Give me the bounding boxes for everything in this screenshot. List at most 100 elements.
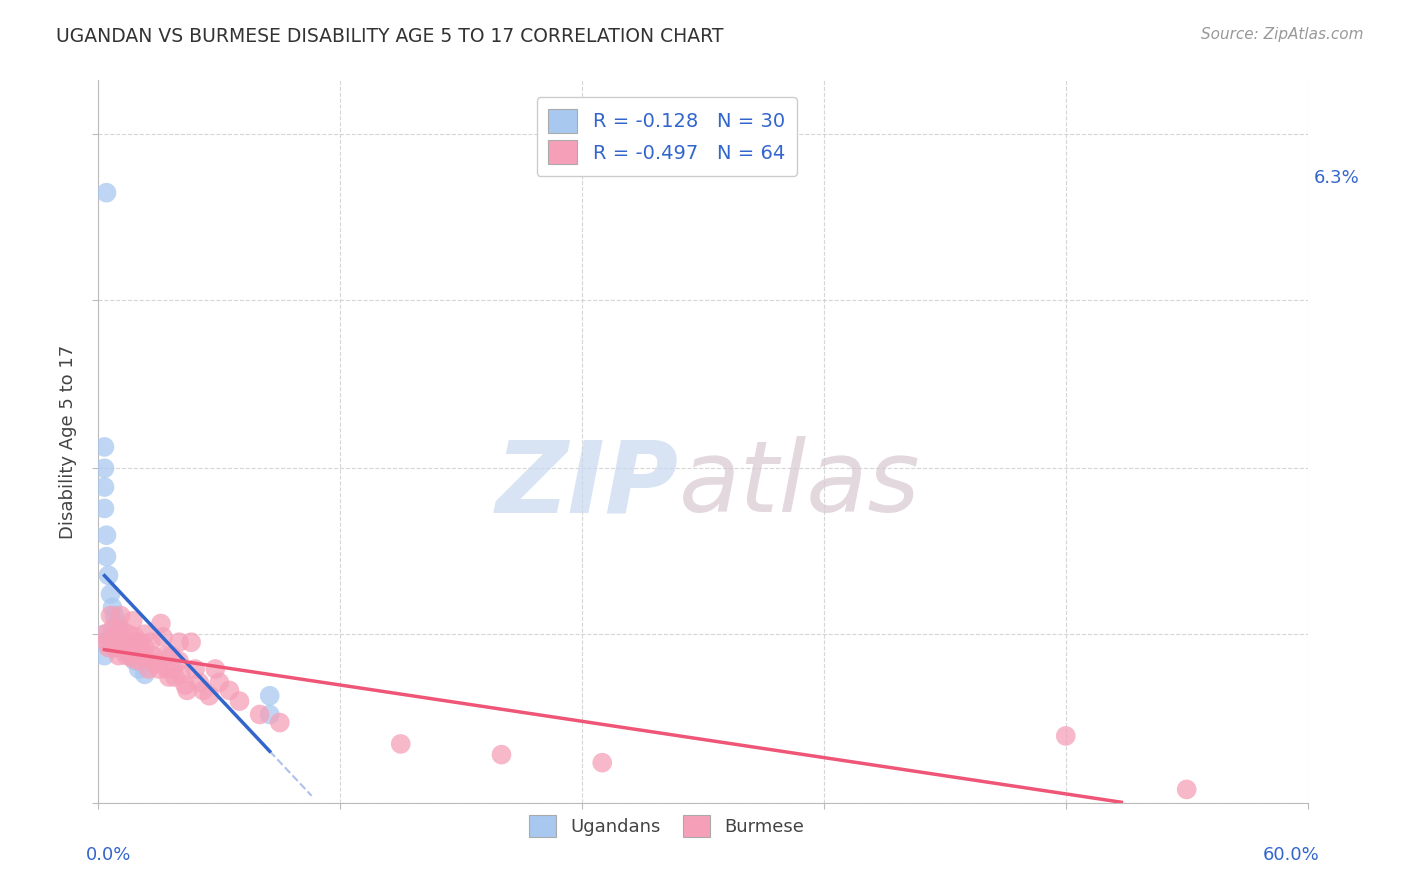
- Point: [118, 646, 141, 660]
- Point: [111, 630, 134, 644]
- Point: [93, 635, 115, 649]
- Point: [93, 627, 115, 641]
- Point: [135, 651, 157, 665]
- Point: [124, 654, 146, 668]
- Point: [142, 648, 165, 663]
- Point: [93, 648, 115, 663]
- Point: [103, 608, 125, 623]
- Point: [100, 608, 122, 623]
- Point: [100, 587, 122, 601]
- Point: [96, 528, 118, 542]
- Point: [259, 689, 281, 703]
- Text: Source: ZipAtlas.com: Source: ZipAtlas.com: [1201, 27, 1364, 42]
- Point: [138, 662, 160, 676]
- Point: [115, 640, 138, 655]
- Point: [93, 501, 115, 516]
- Text: ZIP: ZIP: [496, 436, 679, 533]
- Point: [153, 648, 176, 663]
- Point: [591, 756, 613, 770]
- Text: 0.0%: 0.0%: [86, 847, 132, 864]
- Point: [93, 627, 115, 641]
- Point: [139, 635, 162, 649]
- Point: [93, 461, 115, 475]
- Point: [97, 640, 120, 655]
- Point: [132, 646, 155, 660]
- Point: [110, 622, 132, 636]
- Point: [129, 635, 152, 649]
- Point: [128, 662, 150, 676]
- Point: [93, 480, 115, 494]
- Point: [491, 747, 513, 762]
- Point: [1054, 729, 1077, 743]
- Point: [170, 667, 193, 681]
- Point: [152, 630, 174, 644]
- Point: [103, 640, 125, 655]
- Point: [120, 646, 142, 660]
- Point: [160, 648, 183, 663]
- Point: [93, 440, 115, 454]
- Point: [128, 643, 150, 657]
- Point: [269, 715, 291, 730]
- Point: [107, 627, 129, 641]
- Point: [198, 689, 221, 703]
- Point: [167, 635, 190, 649]
- Text: 6.3%: 6.3%: [1313, 169, 1360, 187]
- Point: [157, 670, 180, 684]
- Point: [107, 648, 129, 663]
- Text: 60.0%: 60.0%: [1263, 847, 1320, 864]
- Point: [156, 662, 179, 676]
- Text: atlas: atlas: [679, 436, 921, 533]
- Point: [110, 630, 132, 644]
- Point: [114, 640, 136, 655]
- Point: [96, 186, 118, 200]
- Point: [115, 640, 138, 655]
- Point: [389, 737, 412, 751]
- Point: [105, 640, 128, 655]
- Point: [1175, 782, 1198, 797]
- Point: [259, 707, 281, 722]
- Point: [176, 683, 198, 698]
- Point: [134, 667, 156, 681]
- Point: [107, 622, 129, 636]
- Point: [167, 654, 190, 668]
- Point: [111, 635, 134, 649]
- Point: [118, 640, 141, 655]
- Point: [105, 627, 128, 641]
- Point: [184, 662, 207, 676]
- Point: [118, 627, 141, 641]
- Point: [105, 616, 128, 631]
- Point: [120, 648, 142, 663]
- Point: [174, 678, 197, 692]
- Text: UGANDAN VS BURMESE DISABILITY AGE 5 TO 17 CORRELATION CHART: UGANDAN VS BURMESE DISABILITY AGE 5 TO 1…: [56, 27, 724, 45]
- Point: [218, 683, 240, 698]
- Point: [180, 635, 202, 649]
- Point: [143, 657, 166, 671]
- Point: [101, 600, 124, 615]
- Y-axis label: Disability Age 5 to 17: Disability Age 5 to 17: [59, 344, 77, 539]
- Point: [101, 622, 124, 636]
- Point: [118, 643, 141, 657]
- Point: [121, 614, 143, 628]
- Point: [115, 648, 138, 663]
- Point: [96, 549, 118, 564]
- Point: [97, 568, 120, 582]
- Point: [208, 675, 231, 690]
- Point: [128, 654, 150, 668]
- Point: [134, 627, 156, 641]
- Point: [134, 640, 156, 655]
- Point: [101, 635, 124, 649]
- Legend: Ugandans, Burmese: Ugandans, Burmese: [522, 808, 811, 845]
- Point: [249, 707, 271, 722]
- Point: [204, 662, 226, 676]
- Point: [121, 651, 143, 665]
- Point: [114, 635, 136, 649]
- Point: [228, 694, 250, 708]
- Point: [163, 670, 186, 684]
- Point: [148, 662, 170, 676]
- Point: [149, 616, 172, 631]
- Point: [124, 630, 146, 644]
- Point: [111, 630, 134, 644]
- Point: [96, 635, 118, 649]
- Point: [110, 608, 132, 623]
- Point: [188, 675, 211, 690]
